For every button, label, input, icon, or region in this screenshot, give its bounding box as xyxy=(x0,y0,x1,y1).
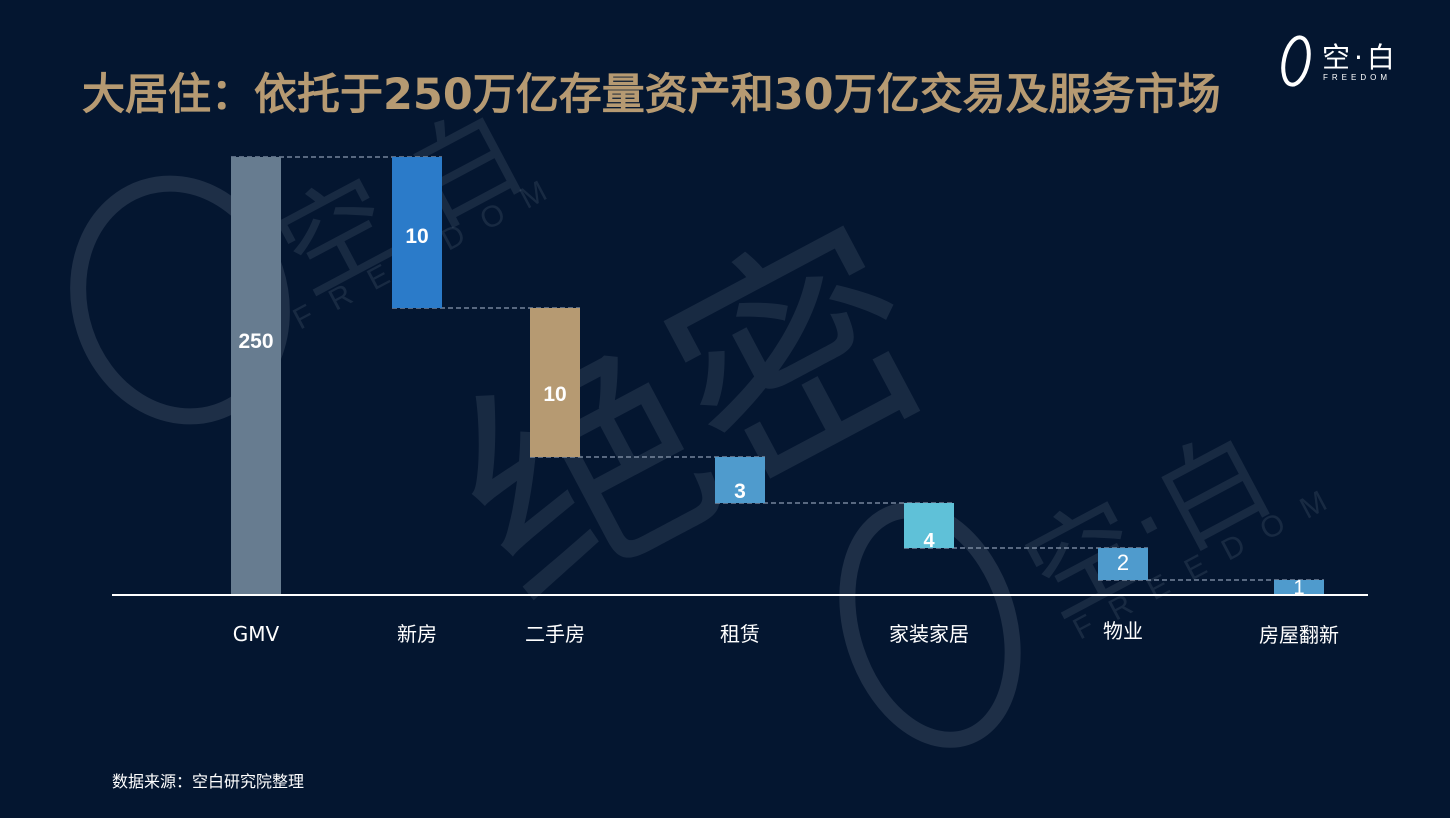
data-label: 250 xyxy=(238,330,273,353)
bar-3 xyxy=(530,308,580,457)
category-label: GMV xyxy=(233,622,280,646)
brand-logo-subtext: FREEDOM xyxy=(1323,73,1391,82)
bar-7 xyxy=(1274,580,1324,596)
data-source-note: 数据来源：空白研究院整理 xyxy=(112,772,305,791)
category-label: 物业 xyxy=(1103,619,1143,643)
category-label: 新房 xyxy=(397,622,437,646)
bar-1 xyxy=(231,157,281,595)
category-label: 租赁 xyxy=(720,622,760,646)
data-label: 4 xyxy=(923,530,935,552)
bar-6 xyxy=(1098,548,1148,580)
data-label: 10 xyxy=(543,383,566,406)
bar-2 xyxy=(392,157,442,308)
data-label: 10 xyxy=(405,225,428,248)
bar-5 xyxy=(904,503,954,548)
page-title: 大居住：依托于250万亿存量资产和30万亿交易及服务市场 xyxy=(82,70,1221,120)
data-label: 1 xyxy=(1293,577,1304,599)
data-label: 2 xyxy=(1117,550,1129,575)
category-label: 房屋翻新 xyxy=(1259,623,1339,647)
bar-4 xyxy=(715,457,765,503)
category-label: 家装家居 xyxy=(889,622,969,646)
category-label: 二手房 xyxy=(525,622,585,646)
brand-logo-icon xyxy=(1281,35,1311,87)
data-label: 3 xyxy=(734,480,746,503)
brand-logo-text: 空·白 xyxy=(1322,41,1399,74)
